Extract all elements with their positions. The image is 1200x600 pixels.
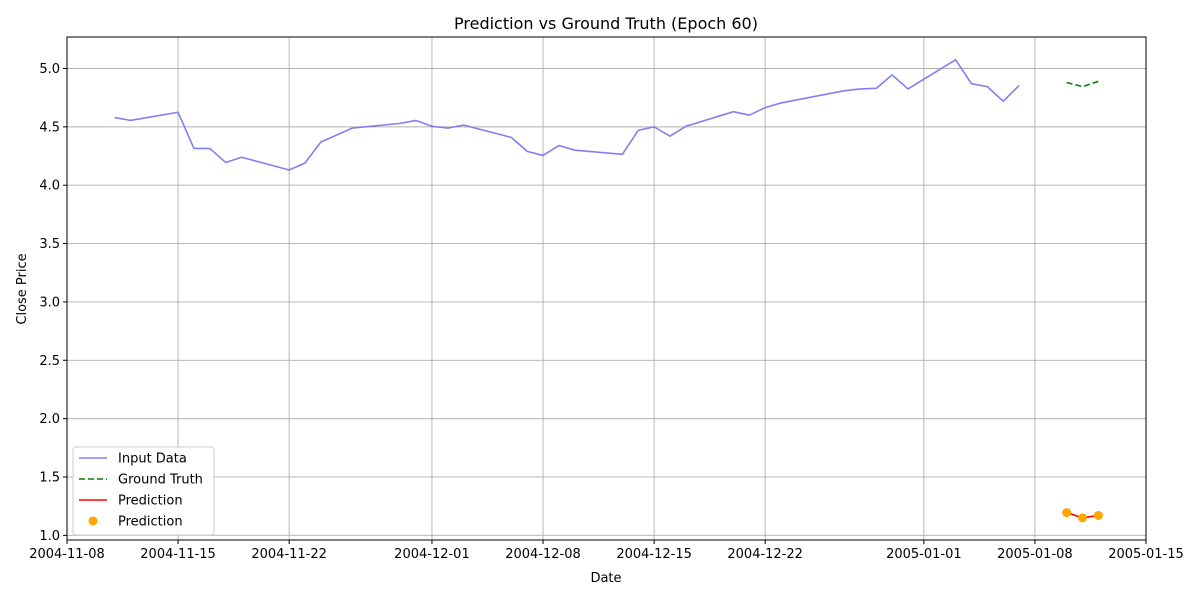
y-tick-label: 3.5: [39, 237, 60, 252]
y-tick-label: 3.0: [39, 295, 60, 310]
legend-marker: [88, 516, 98, 526]
legend-label: Prediction: [118, 515, 183, 530]
x-tick-label: 2004-11-22: [251, 547, 327, 562]
x-axis-title: Date: [590, 571, 621, 586]
axis-ticks: 2004-11-08 2004-11-15 2004-11-22 2004-12-01…: [29, 62, 1184, 562]
x-tick-label: 2004-12-08: [505, 547, 581, 562]
y-tick-label: 4.0: [39, 179, 60, 194]
x-tick-label: 2005-01-08: [997, 547, 1073, 562]
chart-title: Prediction vs Ground Truth (Epoch 60): [454, 14, 758, 33]
y-tick-label: 2.5: [39, 354, 60, 369]
plot-frame: [66, 36, 1147, 541]
ground-truth-line: [1066, 80, 1099, 88]
x-tick-label: 2005-01-01: [886, 547, 962, 562]
x-tick-label: 2004-11-08: [29, 547, 105, 562]
legend-box: [72, 446, 215, 536]
y-tick-label: 4.5: [39, 120, 60, 135]
legend-label: Ground Truth: [118, 473, 203, 488]
y-tick-label: 1.0: [39, 529, 60, 544]
y-tick-label: 5.0: [39, 62, 60, 77]
x-tick-label: 2004-12-22: [727, 547, 803, 562]
legend-label: Input Data: [118, 452, 187, 467]
prediction-point: [1062, 508, 1072, 518]
plot-series: [114, 58, 1103, 523]
y-axis-title: Close Price: [15, 253, 30, 324]
input-data-line: [114, 58, 1020, 171]
x-tick-label: 2004-12-15: [616, 547, 692, 562]
prediction-point: [1078, 513, 1088, 523]
x-tick-label: 2004-12-01: [394, 547, 470, 562]
grid-lines: [66, 37, 1147, 540]
x-tick-label: 2005-01-15: [1108, 547, 1184, 562]
legend: Input Data Ground Truth Prediction Predicti…: [72, 446, 215, 536]
y-tick-label: 1.5: [39, 470, 60, 485]
x-tick-label: 2004-11-15: [140, 547, 216, 562]
prediction-point: [1093, 510, 1103, 520]
legend-label: Prediction: [118, 494, 183, 509]
y-tick-label: 2.0: [39, 412, 60, 427]
